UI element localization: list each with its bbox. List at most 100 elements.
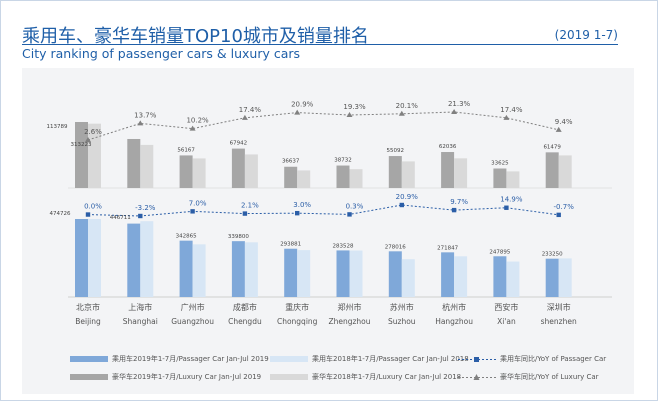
passenger-2019-bar [284, 248, 298, 297]
luxury-2019-value-label: 36637 [282, 159, 300, 165]
legend-label: 豪华车2018年1-7月/Luxury Car Jan-Jul 2018 [312, 373, 462, 381]
luxury-2019-bar [75, 122, 88, 188]
legend-swatch [270, 374, 308, 380]
luxury-2019-value-label: 55092 [387, 148, 405, 154]
luxury-2018-bar [297, 170, 311, 188]
luxury-yoy-line [87, 111, 559, 141]
luxury-2019-bar [284, 166, 298, 188]
passenger-2018-bar [297, 250, 311, 297]
luxury-2019-bar [179, 155, 193, 188]
luxury-yoy-marker [346, 111, 353, 117]
category-label-cn: 苏州市 [390, 302, 414, 312]
luxury-2018-bar [558, 155, 572, 188]
passenger-2019-bar [231, 241, 245, 297]
passenger-yoy-label: 14.9% [500, 196, 523, 204]
passenger-2019-value-label: 446711 [110, 215, 131, 221]
passenger-2019-value-label: 247895 [489, 249, 510, 255]
legend-swatch [270, 356, 308, 362]
passenger-yoy-marker [556, 212, 561, 218]
period-label: (2019 1-7) [554, 28, 618, 42]
legend-swatch [70, 374, 108, 380]
luxury-2018-bar [88, 123, 101, 188]
legend-label: 乘用车同比/YoY of Passager Car [500, 355, 607, 363]
luxury-yoy-marker [294, 109, 301, 115]
passenger-2018-bar [454, 256, 468, 297]
legend-item-passenger-2018: 乘用车2018年1-7月/Passager Car Jan-Jul 2018 [270, 354, 469, 364]
legend-label: 乘用车2019年1-7月/Passager Car Jan-Jul 2019 [112, 355, 269, 363]
passenger-yoy-marker [504, 205, 509, 210]
category-label-cn: 重庆市 [285, 302, 309, 312]
legend-label: 豪华车2019年1-7月/Luxury Car Jan-Jul 2019 [112, 373, 262, 381]
luxury-2019-value-label: 62036 [439, 144, 457, 150]
luxury-2019-bar [493, 168, 507, 188]
chart-panel [22, 68, 634, 394]
legend-line-swatch [458, 356, 496, 362]
legend-item-luxury-2018: 豪华车2018年1-7月/Luxury Car Jan-Jul 2018 [270, 372, 461, 382]
luxury-yoy-marker [189, 125, 196, 131]
luxury-2018-bar [349, 169, 363, 188]
category-label-cn: 郑州市 [338, 302, 362, 312]
category-label-en: Zhengzhou [328, 317, 370, 326]
passenger-yoy-marker [190, 209, 195, 214]
luxury-yoy-label: 9.4% [555, 118, 573, 126]
passenger-2019-bar [388, 251, 402, 297]
passenger-yoy-marker [242, 211, 248, 216]
passenger-2018-bar [140, 221, 154, 297]
passenger-yoy-label: 7.0% [189, 199, 207, 207]
legend-item-luxury-yoy: 豪华车同比/YoY of Luxury Car [458, 372, 599, 382]
category-label-cn: 北京市 [76, 302, 100, 312]
luxury-2018-bar [506, 171, 520, 188]
page-title: 乘用车、豪华车销量TOP10城市及销量排名 [22, 26, 369, 47]
luxury-2019-value-label: 61479 [543, 144, 561, 150]
passenger-2019-value-label: 233250 [542, 252, 563, 258]
passenger-yoy-label: -3.2% [135, 204, 156, 212]
passenger-yoy-marker [347, 212, 352, 217]
passenger-yoy-label: 2.1% [241, 202, 259, 210]
category-label-cn: 西安市 [494, 302, 518, 312]
category-label-cn: 成都市 [233, 302, 257, 312]
passenger-yoy-label: 0.3% [346, 202, 364, 210]
luxury-yoy-label: 13.7% [134, 111, 157, 119]
passenger-2019-bar [441, 252, 455, 297]
category-label-en: Suzhou [388, 317, 416, 326]
luxury-2019-bar [545, 152, 559, 188]
passenger-yoy-marker [399, 202, 404, 208]
passenger-2019-value-label: 271847 [437, 245, 458, 251]
passenger-2019-value-label: 278016 [385, 244, 406, 250]
luxury-yoy-marker [85, 137, 91, 142]
passenger-2019-bar [493, 256, 507, 297]
passenger-yoy-label: 20.9% [396, 193, 419, 201]
passenger-yoy-label: -0.7% [554, 203, 575, 211]
legend-label: 乘用车2018年1-7月/Passager Car Jan-Jul 2018 [312, 355, 469, 363]
luxury-2019-value-label: 113789 [47, 124, 68, 130]
category-label-cn: 上海市 [128, 302, 152, 312]
passenger-yoy-line [87, 204, 559, 217]
passenger-yoy-marker [138, 213, 143, 219]
passenger-yoy-label: 0.0% [84, 203, 102, 211]
luxury-yoy-label: 20.9% [291, 101, 314, 109]
luxury-2019-bar [336, 165, 350, 188]
legend-item-passenger-2019: 乘用车2019年1-7月/Passager Car Jan-Jul 2019 [70, 354, 269, 364]
legend-label: 豪华车同比/YoY of Luxury Car [500, 373, 599, 381]
luxury-yoy-marker [555, 126, 562, 132]
passenger-2019-value-label: 283528 [333, 243, 354, 249]
passenger-2018-bar [244, 242, 258, 297]
legend-swatch [70, 356, 108, 362]
category-label-en: Guangzhou [171, 317, 214, 326]
luxury-yoy-marker [398, 110, 405, 116]
luxury-yoy-label: 2.6% [84, 128, 102, 136]
luxury-yoy-label: 20.1% [396, 102, 419, 110]
luxury-2019-bar [388, 156, 402, 188]
passenger-2018-bar [192, 244, 206, 297]
luxury-yoy-label: 19.3% [343, 103, 366, 111]
passenger-yoy-marker [85, 212, 91, 217]
category-label-cn: 杭州市 [442, 302, 466, 312]
luxury-2018-bar [140, 144, 154, 188]
luxury-yoy-marker [503, 114, 510, 120]
category-label-cn: 深圳市 [547, 302, 571, 312]
luxury-yoy-marker [137, 120, 144, 126]
luxury-yoy-label: 10.2% [186, 117, 209, 125]
luxury-yoy-marker [451, 109, 458, 114]
